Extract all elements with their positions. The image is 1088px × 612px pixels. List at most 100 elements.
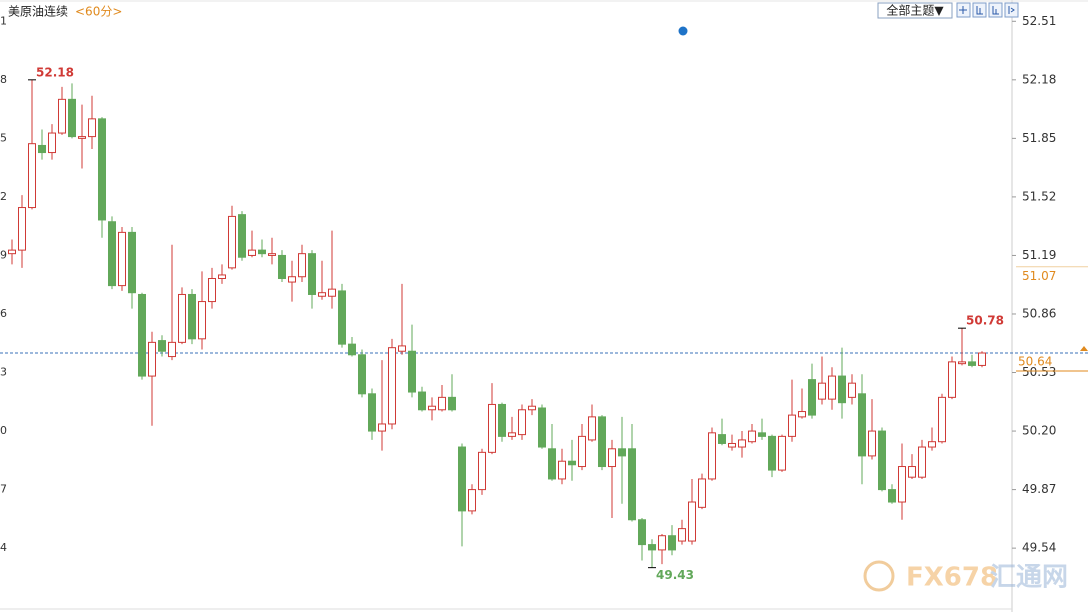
candle-body bbox=[898, 466, 906, 503]
candle-body bbox=[548, 448, 556, 480]
last-price-arrow bbox=[1080, 346, 1088, 352]
candle-body bbox=[408, 350, 416, 393]
candle-body bbox=[48, 132, 56, 154]
candle-body bbox=[148, 341, 156, 377]
watermark: FX678 汇通网 bbox=[863, 560, 1068, 593]
y-tick-label: 50.20 bbox=[1022, 424, 1056, 438]
candle-body bbox=[188, 293, 196, 340]
candle-body bbox=[978, 352, 986, 366]
candle-body bbox=[208, 278, 216, 303]
candle-body bbox=[18, 207, 26, 251]
left-tick-label: 7 bbox=[0, 483, 7, 496]
candle-body bbox=[618, 448, 626, 457]
candle-body bbox=[878, 430, 886, 491]
candle-body bbox=[478, 451, 486, 491]
candle-body bbox=[698, 478, 706, 508]
candle-body bbox=[718, 434, 726, 444]
candle-body bbox=[218, 274, 226, 280]
watermark-logo bbox=[863, 560, 895, 592]
candle-body bbox=[198, 301, 206, 340]
candle-body bbox=[458, 446, 466, 512]
y-tick-label: 51.85 bbox=[1022, 131, 1056, 145]
candle-body bbox=[388, 347, 396, 425]
candle-body bbox=[508, 432, 516, 437]
candle-body bbox=[928, 441, 936, 448]
candle-body bbox=[328, 288, 336, 297]
y-tick-label: 49.87 bbox=[1022, 482, 1056, 496]
candle-body bbox=[368, 393, 376, 432]
candle-body bbox=[598, 416, 606, 468]
last-price-label: 50.64 bbox=[1018, 355, 1052, 369]
candle-body bbox=[528, 405, 536, 411]
candle-body bbox=[558, 460, 566, 480]
candle-body bbox=[228, 215, 236, 269]
candle-body bbox=[968, 361, 976, 366]
candle-body bbox=[238, 214, 246, 258]
candle-body bbox=[888, 489, 896, 503]
period-label: <60分> bbox=[75, 5, 122, 19]
candle-body bbox=[958, 361, 966, 365]
candle-body bbox=[308, 253, 316, 295]
candle-body bbox=[378, 423, 386, 432]
candle-body bbox=[538, 407, 546, 448]
toolbar: 全部主题▼ bbox=[877, 2, 1019, 19]
candle-body bbox=[568, 460, 576, 466]
left-tick-label: 5 bbox=[0, 131, 7, 144]
left-tick-label: 3 bbox=[0, 366, 7, 379]
candle-body bbox=[118, 231, 126, 287]
candle-body bbox=[588, 416, 596, 441]
candle-body bbox=[818, 382, 826, 400]
candle-body bbox=[178, 293, 186, 343]
candle-body bbox=[738, 439, 746, 448]
candle-body bbox=[338, 290, 346, 345]
candle-body bbox=[268, 253, 276, 256]
candle-body bbox=[168, 341, 176, 358]
left-tick-label: 9 bbox=[0, 248, 7, 261]
candle-body bbox=[628, 448, 636, 521]
candle-body bbox=[28, 143, 36, 209]
marked-price-label: 51.07 bbox=[1022, 269, 1056, 283]
theme-button[interactable] bbox=[877, 2, 953, 19]
candle-body bbox=[758, 432, 766, 437]
candle-body bbox=[708, 432, 716, 480]
y-tick-label: 50.86 bbox=[1022, 306, 1056, 320]
candle-body bbox=[658, 535, 666, 551]
left-tick-label: 2 bbox=[0, 190, 7, 203]
y-tick-label: 50.53 bbox=[1022, 365, 1056, 379]
left-tick-label: 0 bbox=[0, 424, 7, 437]
candle-body bbox=[38, 144, 46, 154]
icon-button[interactable] bbox=[1004, 2, 1019, 18]
candle-body bbox=[108, 221, 116, 287]
candle-body bbox=[688, 501, 696, 542]
candle-body bbox=[78, 136, 86, 139]
candle-body bbox=[8, 249, 16, 255]
candle-body bbox=[498, 403, 506, 437]
candle-body bbox=[488, 403, 496, 453]
candle-body bbox=[728, 442, 736, 448]
candle-body bbox=[938, 396, 946, 443]
candle-body bbox=[158, 340, 166, 352]
candle-body bbox=[668, 535, 676, 551]
candle-body bbox=[828, 375, 836, 400]
candle-body bbox=[298, 253, 306, 278]
candle-body bbox=[768, 435, 776, 471]
candle-body bbox=[358, 354, 366, 395]
candle-body bbox=[418, 391, 426, 411]
left-tick-label: 1 bbox=[0, 14, 7, 27]
candle-body bbox=[318, 292, 326, 297]
y-tick-label: 52.18 bbox=[1022, 72, 1056, 86]
event-marker[interactable] bbox=[678, 26, 688, 36]
chart-title: 美原油连续 bbox=[8, 4, 68, 19]
y-tick-label: 51.19 bbox=[1022, 248, 1056, 262]
candle-body bbox=[128, 231, 136, 294]
candle-body bbox=[518, 409, 526, 436]
candle-body bbox=[798, 411, 806, 418]
y-tick-label: 52.51 bbox=[1022, 14, 1056, 28]
candle-body bbox=[858, 393, 866, 457]
candle-body bbox=[258, 249, 266, 255]
theme-button-label[interactable]: 全部主题▼ bbox=[886, 3, 944, 18]
candle-body bbox=[88, 118, 96, 138]
candle-body bbox=[648, 544, 656, 551]
